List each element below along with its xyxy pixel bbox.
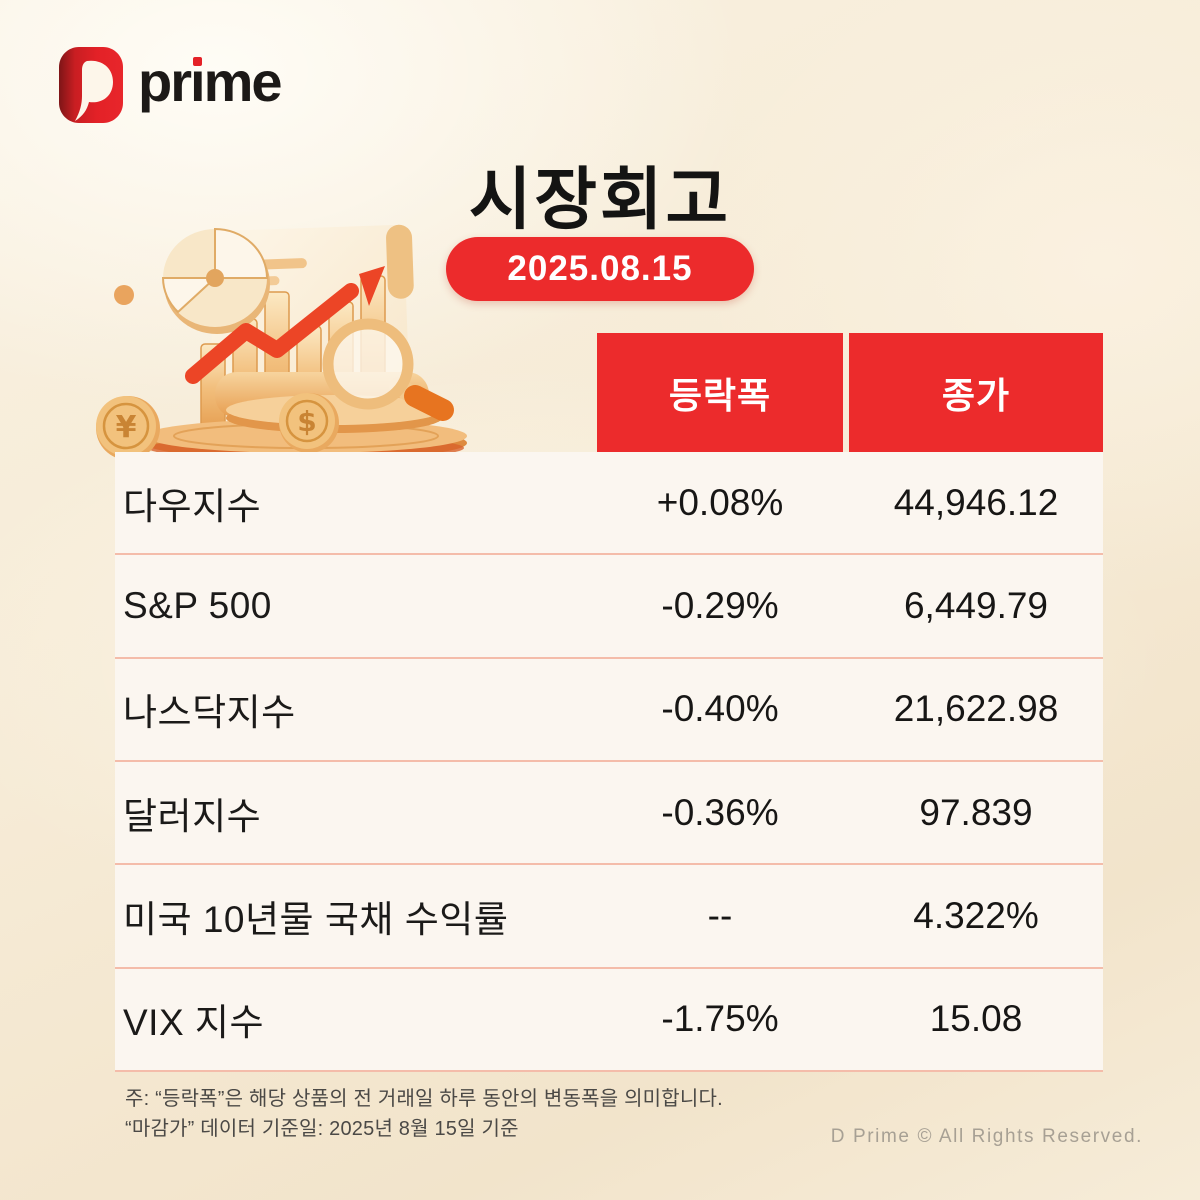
footnotes: 주: “등락폭”은 해당 상품의 전 거래일 하루 동안의 변동폭을 의미합니다… (125, 1084, 723, 1144)
footnote-line2: “마감가” 데이터 기준일: 2025년 8월 15일 기준 (125, 1118, 519, 1140)
market-illustration: ¥ $ (96, 224, 467, 460)
row-close: 21,622.98 (893, 688, 1059, 730)
footnote-line1: 주: “등락폭”은 해당 상품의 전 거래일 하루 동안의 변동폭을 의미합니다… (125, 1088, 723, 1110)
logo-text-i: ı (190, 49, 206, 113)
logo-text-post: me (203, 49, 283, 113)
logo-text-pre: pr (138, 49, 192, 113)
row-change: -1.75% (661, 998, 779, 1040)
row-close: 6,449.79 (903, 584, 1049, 626)
gold-ball-icon (114, 285, 134, 305)
row-label: S&P 500 (123, 584, 272, 626)
logo-i-dot (193, 56, 202, 66)
row-label: VIX 지수 (123, 1002, 264, 1044)
row-close: 97.839 (919, 791, 1033, 833)
row-change: -0.40% (661, 688, 779, 730)
copyright-text: D Prime © All Rights Reserved. (830, 1126, 1143, 1147)
brand-logo-text: pr ı me (138, 49, 283, 114)
pie-chart-icon (161, 227, 270, 334)
table-row-vix: VIX 지수 -1.75% 15.08 (115, 969, 1103, 1072)
brand-logo: pr ı me (58, 46, 283, 124)
svg-text:$: $ (297, 405, 316, 438)
row-label: 미국 10년물 국채 수익률 (123, 898, 509, 940)
row-change: +0.08% (656, 481, 784, 523)
column-header-close: 종가 (849, 333, 1103, 452)
date-badge: 2025.08.15 (446, 237, 754, 301)
yen-coin-icon: ¥ (96, 396, 160, 460)
table-row-nasdaq: 나스닥지수 -0.40% 21,622.98 (115, 659, 1103, 762)
row-change: -0.29% (661, 584, 779, 626)
row-label: 다우지수 (123, 485, 262, 527)
row-change: -0.36% (661, 791, 779, 833)
trend-arrow-icon (185, 266, 385, 384)
row-label: 나스닥지수 (123, 692, 296, 734)
table-row-dow: 다우지수 +0.08% 44,946.12 (115, 452, 1103, 556)
page-title: 시장회고 (468, 162, 732, 238)
row-close: 44,946.12 (893, 481, 1059, 523)
row-close: 15.08 (929, 998, 1023, 1040)
magnifier-icon (322, 318, 454, 421)
dollar-coin-icon: $ (279, 393, 339, 453)
table-row-sp500: S&P 500 -0.29% 6,449.79 (115, 555, 1103, 659)
svg-text:¥: ¥ (116, 410, 137, 445)
d-logo-icon (59, 47, 123, 123)
table-row-dollar-index: 달러지수 -0.36% 97.839 (115, 762, 1103, 866)
market-table: 다우지수 +0.08% 44,946.12 S&P 500 -0.29% 6,4… (115, 452, 1103, 1072)
row-change: -- (707, 894, 733, 936)
column-header-change: 등락폭 (597, 333, 843, 452)
row-close: 4.322% (913, 894, 1039, 936)
table-row-us10y: 미국 10년물 국채 수익률 -- 4.322% (115, 865, 1103, 969)
row-label: 달러지수 (123, 795, 262, 837)
